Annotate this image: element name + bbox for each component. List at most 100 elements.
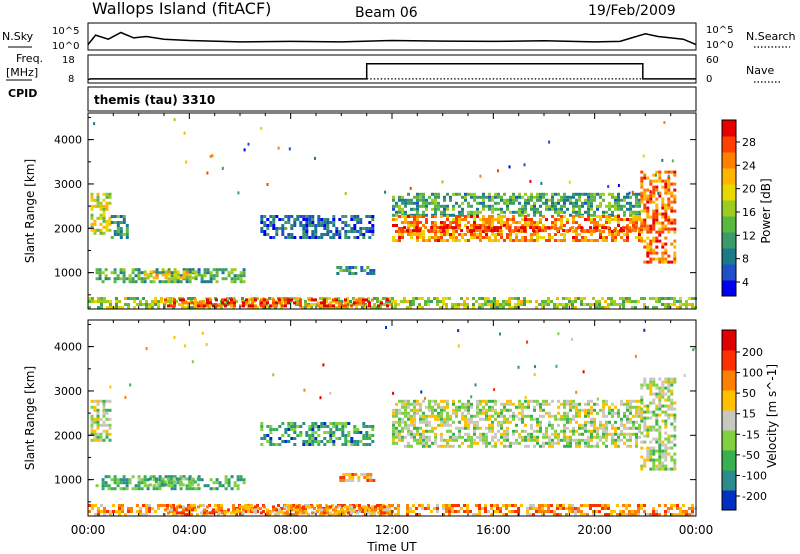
scatter-cell [413,224,416,227]
scatter-cell [335,428,339,431]
scatter-cell [133,300,136,303]
scatter-cell [434,224,437,227]
scatter-cell [572,204,575,208]
scatter-cell [482,438,485,442]
scatter-cell [568,180,571,184]
scatter-cell [193,306,196,309]
scatter-cell [323,298,326,302]
scatter-cell [107,277,111,281]
scatter-cell [494,192,497,196]
scatter-cell [428,423,431,427]
scatter-cell [445,507,448,510]
scatter-cell [365,215,369,218]
scatter-cell [589,504,592,507]
scatter-cell [293,431,297,434]
scatter-cell [670,383,674,387]
scatter-cell [128,481,132,485]
scatter-cell [398,207,401,211]
scatter-cell [398,239,401,242]
scatter-cell [101,481,105,485]
scatter-cell [578,224,581,227]
scatter-cell [122,268,126,272]
scatter-cell [535,226,539,230]
scatter-cell [649,251,653,255]
scatter-cell [517,510,520,513]
scatter-cell [629,411,632,415]
scatter-cell [142,303,145,306]
scatter-cell [428,435,431,439]
scatter-cell [167,273,171,277]
scatter-cell [98,274,102,278]
scatter-cell [652,413,656,417]
scatter-cell [496,226,500,230]
scatter-cell [655,467,659,471]
scatter-cell [493,303,496,306]
scatter-cell [353,224,357,227]
scatter-cell [661,452,665,456]
scatter-cell [295,513,298,516]
scatter-cell [436,504,439,507]
scatter-cell [422,399,425,403]
scatter-cell [326,505,329,509]
scatter-cell [595,306,598,309]
scatter-cell [664,209,668,213]
scatter-cell [386,304,389,308]
scatter-cell [584,210,587,214]
scatter-cell [202,306,205,309]
scatter-cell [643,380,647,384]
scatter-cell [614,441,617,445]
scatter-cell [256,507,259,510]
scatter-cell [521,408,524,412]
scatter-cell [410,207,413,211]
scatter-cell [614,236,617,239]
scatter-cell [614,204,617,208]
scatter-cell [151,306,154,309]
scatter-cell [341,422,345,425]
scatter-cell [541,507,544,510]
scatter-cell [208,504,211,507]
scatter-cell [410,414,413,418]
scatter-cell [434,399,437,403]
scatter-cell [473,221,476,224]
scatter-cell [354,272,358,275]
scatter-cell [127,510,130,513]
scatter-cell [620,236,623,239]
scatter-cell [664,380,668,384]
scatter-cell [628,513,631,516]
scatter-cell [90,432,94,436]
scatter-cell [113,268,117,272]
scatter-cell [652,425,656,429]
scatter-cell [602,435,605,439]
scatter-cell [670,227,674,231]
scatter-cell [625,507,628,510]
scatter-cell [670,221,674,225]
scatter-cell [290,227,294,230]
scatter-cell [664,410,668,414]
scatter-cell [548,411,551,415]
scatter-cell [338,236,342,239]
scatter-cell [96,192,100,196]
scatter-cell [362,227,366,230]
scatter-cell [445,306,448,309]
scatter-cell [220,507,223,510]
scatter-cell [233,280,237,284]
scatter-cell [311,505,314,509]
scatter-cell [410,233,413,236]
scatter-cell [431,414,434,418]
scatter-cell [436,300,439,303]
scatter-cell [425,218,428,221]
scatter-cell [493,229,497,233]
scatter-cell [469,510,472,513]
scatter-cell [457,510,460,513]
scatter-cell [116,478,120,482]
scatter-cell [580,297,583,300]
scatter-cell [430,229,434,233]
scatter-cell [215,481,219,485]
scatter-cell [664,236,668,240]
scatter-cell [572,405,575,409]
scatter-cell [626,414,629,418]
scatter-cell [596,221,599,224]
scatter-cell [94,504,97,507]
scatter-cell [332,221,336,224]
